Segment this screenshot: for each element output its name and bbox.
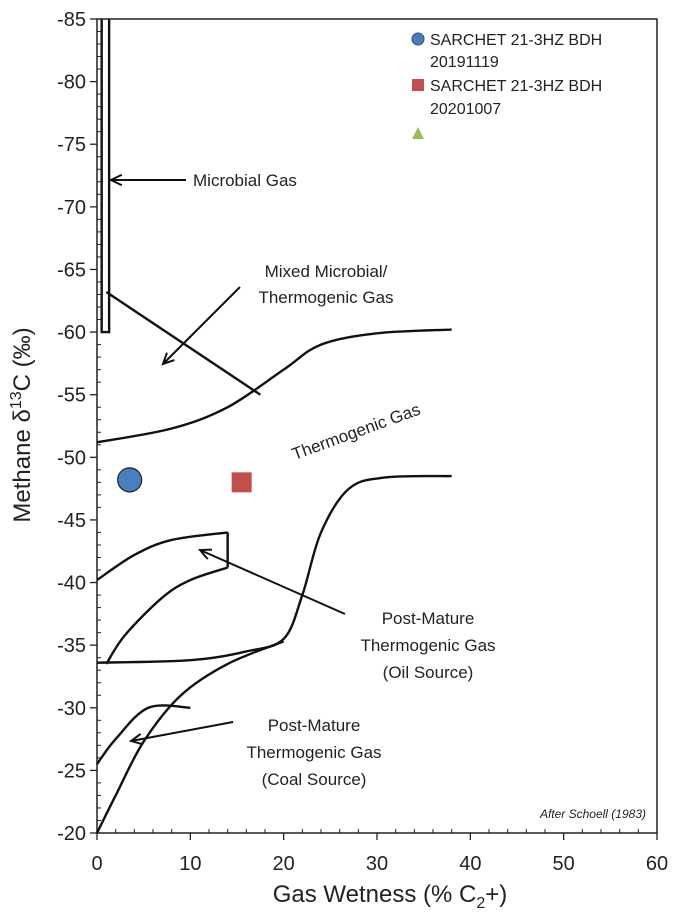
legend-entry-2-line1: SARCHET 21-3HZ BDH [430,78,602,95]
y-tick-label: -65 [57,259,86,281]
x-tick-label: 60 [646,853,668,875]
x-axis-title-sub: 2 [476,895,485,908]
y-tick-label: -20 [57,823,86,845]
y-tick-label: -75 [57,134,86,156]
microbial-gas-boundary [100,19,111,334]
y-tick-label: -70 [57,197,86,219]
data-points [117,467,252,493]
y-tick-label: -50 [57,447,86,469]
x-tick-label: 10 [179,853,201,875]
y-axis-title: Methane δ13C (‰) [8,327,36,522]
y-tick-labels: -20 -25 -30 -35 -40 -45 -50 -55 -60 -65 -70 -75 -80 -… [57,9,86,845]
arrow-pm-oil-shaft [199,549,346,615]
label-pm-coal-line2: Thermogenic Gas [246,743,381,762]
y-tick-label: -80 [57,72,86,94]
legend-entry-1-line1: SARCHET 21-3HZ BDH [430,32,602,49]
data-point-square [231,472,252,493]
x-tick-label: 30 [366,853,388,875]
y-axis-title-main: Methane δ [9,409,36,522]
thermogenic-upper-boundary [96,474,452,664]
y-tick-label: -30 [57,698,86,720]
x-tick-label: 0 [91,853,102,875]
legend-marker-triangle [412,127,424,139]
coal-source-lower-boundary [95,640,285,834]
label-microbial-gas: Microbial Gas [193,171,297,190]
x-axis-title-end: +) [485,881,507,908]
x-axis-title-main: Gas Wetness (% C [273,881,477,908]
label-pm-coal-line3: (Coal Source) [262,770,367,789]
x-tick-label: 40 [459,853,481,875]
legend-marker-circle [411,32,425,46]
y-tick-label: -45 [57,510,86,532]
x-tick-labels: 0 10 20 30 40 50 60 [91,853,668,875]
x-axis-title: Gas Wetness (% C2+) [273,881,508,908]
label-pm-coal-line1: Post-Mature [268,716,361,735]
y-tick-label: -35 [57,635,86,657]
annotation-arrows [108,173,346,746]
y-axis-title-end: C (‰) [9,327,36,391]
y-tick-label: -55 [57,385,86,407]
oil-source-lower-boundary [105,566,229,665]
x-tick-label: 50 [553,853,575,875]
legend-marker-square [412,79,424,91]
arrow-microbial-head [108,173,123,187]
data-point-circle [117,467,143,493]
credit-text: After Schoell (1983) [539,807,646,821]
label-pm-oil-line3: (Oil Source) [383,663,474,682]
arrow-mixed-head [161,352,175,366]
label-pm-oil-line1: Post-Mature [382,609,475,628]
region-boundaries [95,19,452,834]
axis-ticks [90,18,658,840]
label-mixed-line2: Thermogenic Gas [258,288,393,307]
y-tick-label: -40 [57,573,86,595]
arrow-pm-coal-shaft [130,721,234,742]
thermogenic-lower-boundary [96,328,452,444]
y-tick-label: -85 [57,9,86,31]
legend: SARCHET 21-3HZ BDH 20191119 SARCHET 21-3… [411,32,602,139]
y-axis-title-sup: 13 [8,391,25,409]
legend-entry-1-line2: 20191119 [430,54,499,71]
label-mixed-line1: Mixed Microbial/ [265,262,388,281]
arrow-pm-oil-head [197,548,213,560]
y-tick-label: -60 [57,322,86,344]
legend-entry-2-line2: 20201007 [430,101,501,118]
arrow-pm-coal-head [128,733,143,746]
arrow-mixed-shaft [162,286,241,365]
y-tick-label: -25 [57,760,86,782]
coal-source-upper-boundary [96,704,191,765]
x-tick-label: 20 [273,853,295,875]
oil-source-upper-boundary [96,531,228,582]
label-thermogenic-gas: Thermogenic Gas [289,400,422,464]
label-pm-oil-line2: Thermogenic Gas [360,636,495,655]
